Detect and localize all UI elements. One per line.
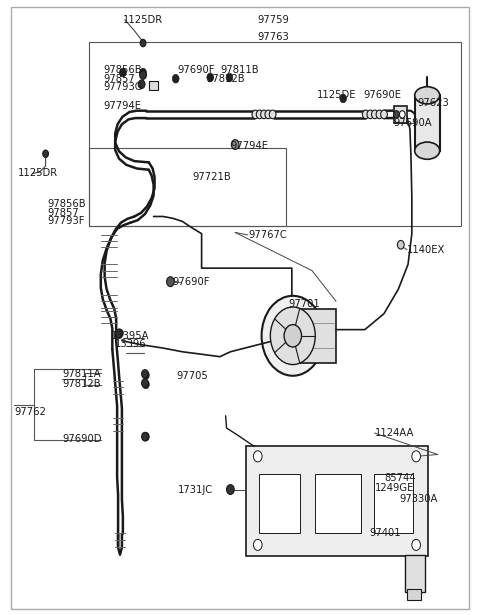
Circle shape bbox=[116, 329, 122, 338]
Text: 97762: 97762 bbox=[14, 407, 46, 417]
Text: 97856B: 97856B bbox=[103, 65, 142, 75]
Circle shape bbox=[43, 150, 48, 157]
Circle shape bbox=[265, 110, 272, 119]
Text: 97401: 97401 bbox=[370, 528, 401, 538]
Text: 97690A: 97690A bbox=[394, 118, 432, 128]
Bar bbox=[394, 106, 407, 123]
Bar bbox=[246, 446, 428, 556]
Circle shape bbox=[227, 485, 234, 494]
Circle shape bbox=[412, 539, 420, 550]
Text: 97690F: 97690F bbox=[178, 65, 215, 75]
Circle shape bbox=[143, 380, 149, 389]
Circle shape bbox=[120, 68, 126, 77]
Text: 13396: 13396 bbox=[115, 339, 147, 349]
Text: 97705: 97705 bbox=[177, 371, 208, 381]
Bar bbox=[405, 555, 425, 592]
Text: 97721B: 97721B bbox=[192, 172, 231, 182]
Text: 97794E: 97794E bbox=[230, 141, 268, 151]
Circle shape bbox=[143, 371, 149, 379]
Text: 97856B: 97856B bbox=[47, 199, 85, 209]
Ellipse shape bbox=[415, 87, 440, 104]
Circle shape bbox=[252, 110, 259, 119]
Bar bbox=[89, 42, 461, 226]
Circle shape bbox=[367, 110, 374, 119]
Circle shape bbox=[142, 379, 148, 387]
Text: 1140EX: 1140EX bbox=[407, 245, 445, 255]
Bar bbox=[415, 95, 440, 151]
Circle shape bbox=[399, 111, 405, 118]
Circle shape bbox=[394, 111, 399, 118]
Circle shape bbox=[167, 277, 174, 287]
Circle shape bbox=[140, 39, 146, 47]
Text: 85744: 85744 bbox=[384, 474, 416, 483]
Circle shape bbox=[262, 296, 324, 376]
Circle shape bbox=[269, 110, 276, 119]
Text: 97690E: 97690E bbox=[364, 90, 402, 100]
Circle shape bbox=[138, 80, 145, 89]
Circle shape bbox=[376, 110, 383, 119]
Bar bbox=[315, 474, 361, 533]
Text: 97812B: 97812B bbox=[62, 379, 101, 389]
Circle shape bbox=[412, 451, 420, 462]
Text: 97793G: 97793G bbox=[103, 82, 143, 92]
Circle shape bbox=[256, 110, 263, 119]
Text: 97690F: 97690F bbox=[173, 277, 210, 287]
Circle shape bbox=[143, 432, 149, 441]
Text: 97811B: 97811B bbox=[221, 65, 259, 75]
Text: 97701: 97701 bbox=[288, 299, 320, 309]
Text: 97812B: 97812B bbox=[206, 74, 245, 84]
Text: 97690D: 97690D bbox=[62, 434, 102, 444]
Circle shape bbox=[226, 73, 233, 82]
Circle shape bbox=[253, 539, 262, 550]
Circle shape bbox=[340, 94, 347, 103]
Circle shape bbox=[372, 110, 378, 119]
Circle shape bbox=[270, 307, 315, 365]
Circle shape bbox=[140, 71, 146, 79]
Text: 97767C: 97767C bbox=[249, 230, 288, 240]
Text: 1249GE: 1249GE bbox=[375, 483, 415, 493]
Bar bbox=[89, 148, 286, 226]
Circle shape bbox=[140, 68, 146, 77]
Circle shape bbox=[231, 140, 239, 149]
Circle shape bbox=[142, 370, 148, 378]
Circle shape bbox=[253, 451, 262, 462]
Polygon shape bbox=[298, 309, 336, 363]
Circle shape bbox=[172, 74, 179, 83]
Circle shape bbox=[397, 240, 404, 249]
Circle shape bbox=[117, 329, 123, 338]
Circle shape bbox=[227, 485, 234, 494]
Circle shape bbox=[207, 73, 214, 82]
Text: 97811A: 97811A bbox=[62, 369, 101, 379]
Circle shape bbox=[284, 325, 301, 347]
Bar bbox=[407, 589, 421, 600]
Text: 97763: 97763 bbox=[258, 32, 289, 42]
Bar bbox=[374, 474, 413, 533]
Bar bbox=[259, 474, 300, 533]
Text: 13395A: 13395A bbox=[111, 331, 150, 341]
Text: 1125DE: 1125DE bbox=[317, 90, 356, 100]
Circle shape bbox=[142, 432, 148, 441]
Ellipse shape bbox=[415, 142, 440, 159]
Circle shape bbox=[381, 110, 387, 119]
Text: 97857: 97857 bbox=[103, 74, 135, 84]
Text: 97330A: 97330A bbox=[399, 494, 438, 504]
Text: 1125DR: 1125DR bbox=[122, 15, 163, 25]
Circle shape bbox=[362, 110, 369, 119]
Text: 97857: 97857 bbox=[47, 208, 79, 218]
Text: 97623: 97623 bbox=[418, 98, 449, 108]
Text: 97759: 97759 bbox=[258, 15, 289, 25]
Bar bbox=[149, 81, 158, 90]
Text: 1124AA: 1124AA bbox=[375, 428, 415, 438]
Circle shape bbox=[261, 110, 267, 119]
Text: 1125DR: 1125DR bbox=[18, 169, 59, 178]
Text: 1731JC: 1731JC bbox=[178, 485, 213, 494]
Text: 97794E: 97794E bbox=[103, 101, 141, 111]
Text: 97793F: 97793F bbox=[47, 216, 84, 226]
